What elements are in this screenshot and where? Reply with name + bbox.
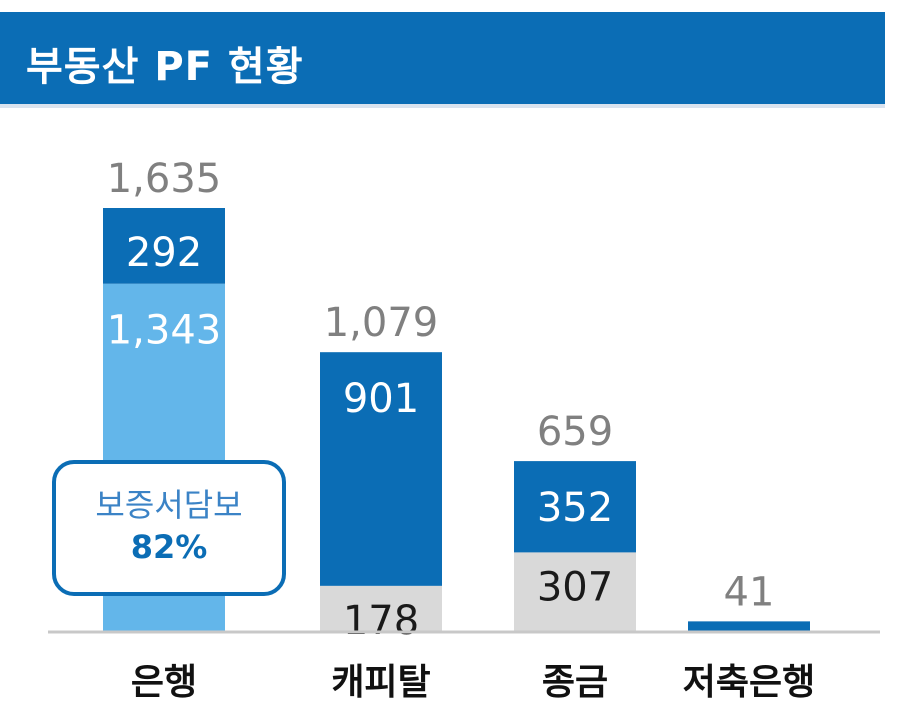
title-bar: 부동산 PF 현황 (0, 12, 885, 104)
bar-upper-2 (514, 461, 636, 553)
bar-lower-label-2: 307 (537, 564, 613, 610)
total-label-1: 1,079 (324, 300, 439, 346)
bar-lower-label-1: 178 (343, 598, 419, 644)
callout-value: 82% (130, 528, 208, 566)
category-label-1: 캐피탈 (331, 662, 430, 703)
category-label-2: 종금 (542, 662, 608, 703)
bar-upper-0 (103, 208, 225, 284)
bar-upper-label-1: 901 (343, 376, 419, 422)
bar-upper-label-0: 292 (126, 230, 202, 276)
total-label-0: 1,635 (107, 156, 222, 202)
category-label-3: 저축은행 (683, 662, 815, 703)
total-label-2: 659 (537, 409, 613, 455)
bar-lower-label-0: 1,343 (107, 308, 222, 354)
bar-lower-1 (320, 585, 442, 632)
guarantee-callout: 보증서담보 82% (52, 460, 286, 596)
bar-upper-3 (688, 621, 810, 632)
total-label-3: 41 (724, 569, 775, 615)
bar-lower-2 (514, 552, 636, 632)
bar-upper-label-2: 352 (537, 485, 613, 531)
category-label-0: 은행 (131, 662, 197, 703)
title-underline (0, 104, 885, 108)
bar-upper-1 (320, 352, 442, 586)
callout-label: 보증서담보 (95, 486, 243, 524)
page-title: 부동산 PF 현황 (26, 44, 304, 90)
